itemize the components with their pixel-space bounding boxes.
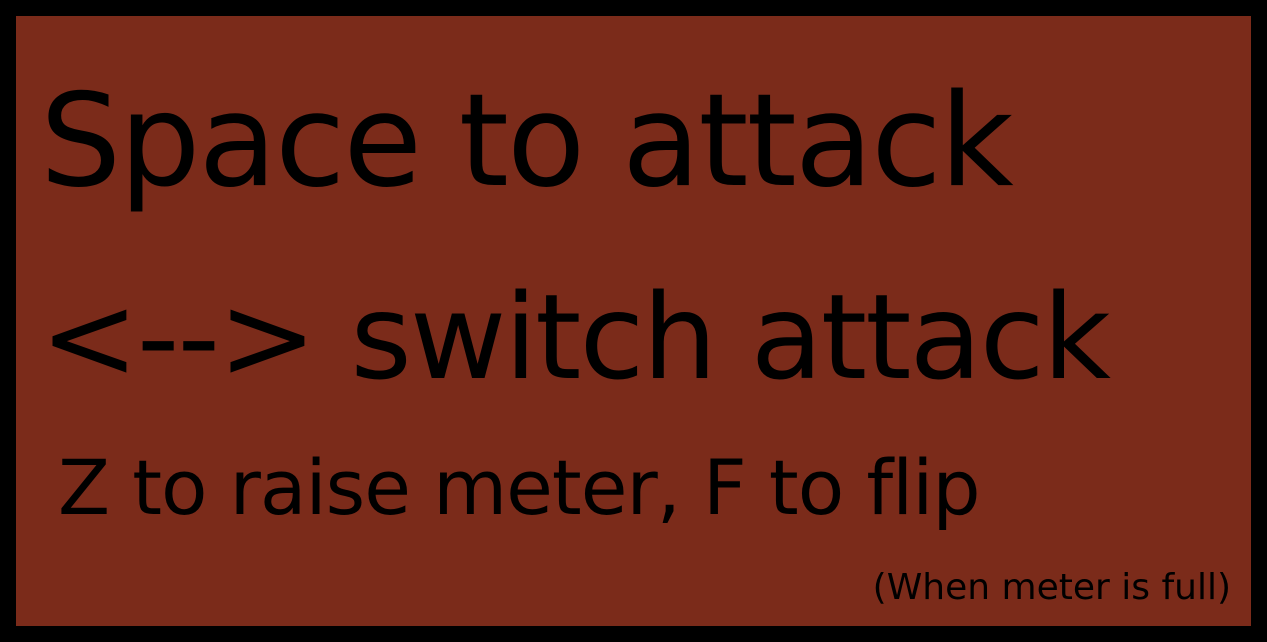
instructions-panel: Space to attack <--> switch attack Z to … (16, 16, 1251, 626)
switch-attack-instruction: <--> switch attack (40, 268, 1111, 406)
attack-instruction: Space to attack (40, 67, 1014, 216)
meter-full-note: (When meter is full) (872, 567, 1231, 608)
meter-flip-instruction: Z to raise meter, F to flip (58, 443, 981, 532)
